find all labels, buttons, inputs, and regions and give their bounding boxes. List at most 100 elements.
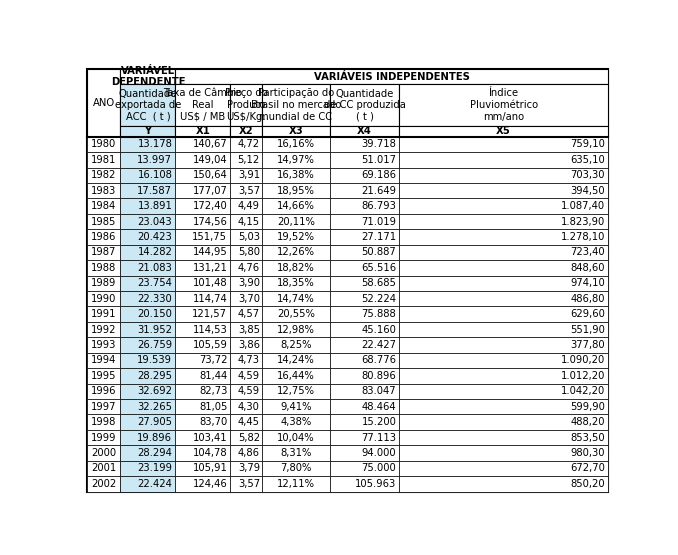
- Text: 51.017: 51.017: [361, 155, 397, 165]
- Bar: [330, 353, 399, 368]
- Bar: [176, 152, 231, 168]
- Text: 15.200: 15.200: [361, 417, 397, 427]
- Text: 16,44%: 16,44%: [277, 371, 315, 381]
- Text: 14,24%: 14,24%: [277, 355, 315, 365]
- Bar: [262, 322, 330, 337]
- Bar: [330, 430, 399, 445]
- Bar: [176, 415, 231, 430]
- Text: 82,73: 82,73: [199, 386, 227, 396]
- Bar: [87, 384, 121, 399]
- Text: 1992: 1992: [91, 325, 117, 335]
- Text: 23.754: 23.754: [138, 278, 172, 288]
- Bar: [176, 69, 608, 84]
- Bar: [121, 245, 176, 260]
- Bar: [176, 399, 231, 415]
- Bar: [399, 461, 608, 476]
- Text: 101,48: 101,48: [193, 278, 227, 288]
- Bar: [262, 353, 330, 368]
- Text: 14,66%: 14,66%: [277, 201, 315, 211]
- Text: 26.759: 26.759: [137, 340, 172, 350]
- Text: 1.090,20: 1.090,20: [561, 355, 605, 365]
- Bar: [262, 198, 330, 214]
- Bar: [330, 183, 399, 198]
- Text: 4,76: 4,76: [238, 263, 260, 273]
- Text: 4,15: 4,15: [238, 216, 260, 226]
- Text: 635,10: 635,10: [570, 155, 605, 165]
- Text: 980,30: 980,30: [570, 448, 605, 458]
- Text: 12,11%: 12,11%: [277, 479, 315, 489]
- Text: 16,16%: 16,16%: [277, 139, 315, 149]
- Bar: [399, 445, 608, 461]
- Bar: [399, 399, 608, 415]
- Bar: [262, 337, 330, 353]
- Text: 39.718: 39.718: [361, 139, 397, 149]
- Text: 73,72: 73,72: [199, 355, 227, 365]
- Bar: [121, 137, 176, 152]
- Bar: [330, 291, 399, 306]
- Text: 16.108: 16.108: [138, 170, 172, 180]
- Bar: [121, 152, 176, 168]
- Text: 1984: 1984: [91, 201, 117, 211]
- Bar: [121, 306, 176, 322]
- Text: 1987: 1987: [91, 248, 117, 258]
- Bar: [231, 445, 262, 461]
- Bar: [176, 229, 231, 245]
- Text: 8,31%: 8,31%: [280, 448, 312, 458]
- Bar: [330, 337, 399, 353]
- Bar: [176, 260, 231, 276]
- Text: 4,59: 4,59: [238, 386, 260, 396]
- Bar: [262, 183, 330, 198]
- Bar: [87, 353, 121, 368]
- Bar: [399, 152, 608, 168]
- Text: 2001: 2001: [91, 463, 117, 473]
- Bar: [121, 84, 176, 126]
- Text: 3,86: 3,86: [238, 340, 260, 350]
- Text: X2: X2: [239, 127, 254, 137]
- Bar: [330, 461, 399, 476]
- Text: 114,53: 114,53: [193, 325, 227, 335]
- Bar: [87, 229, 121, 245]
- Bar: [176, 353, 231, 368]
- Bar: [330, 276, 399, 291]
- Bar: [121, 430, 176, 445]
- Bar: [176, 84, 231, 126]
- Bar: [87, 137, 121, 152]
- Text: 4,49: 4,49: [238, 201, 260, 211]
- Bar: [176, 322, 231, 337]
- Bar: [121, 183, 176, 198]
- Bar: [262, 461, 330, 476]
- Text: 121,57: 121,57: [193, 309, 227, 319]
- Bar: [231, 276, 262, 291]
- Bar: [399, 384, 608, 399]
- Text: 1998: 1998: [91, 417, 117, 427]
- Text: 3,85: 3,85: [238, 325, 260, 335]
- Text: 19.896: 19.896: [138, 433, 172, 443]
- Bar: [231, 430, 262, 445]
- Bar: [330, 368, 399, 384]
- Bar: [176, 461, 231, 476]
- Text: 4,45: 4,45: [238, 417, 260, 427]
- Text: 629,60: 629,60: [570, 309, 605, 319]
- Bar: [399, 183, 608, 198]
- Bar: [399, 84, 608, 126]
- Bar: [399, 198, 608, 214]
- Text: 3,91: 3,91: [238, 170, 260, 180]
- Text: Participação do
Brasil no mercado
mundial de CC: Participação do Brasil no mercado mundia…: [251, 88, 341, 122]
- Bar: [87, 476, 121, 492]
- Bar: [330, 306, 399, 322]
- Text: 23.199: 23.199: [138, 463, 172, 473]
- Bar: [399, 337, 608, 353]
- Bar: [176, 476, 231, 492]
- Text: 94.000: 94.000: [361, 448, 397, 458]
- Bar: [399, 476, 608, 492]
- Text: 31.952: 31.952: [138, 325, 172, 335]
- Text: 377,80: 377,80: [570, 340, 605, 350]
- Text: 86.793: 86.793: [361, 201, 397, 211]
- Text: 140,67: 140,67: [193, 139, 227, 149]
- Text: 83.047: 83.047: [361, 386, 397, 396]
- Bar: [87, 337, 121, 353]
- Bar: [176, 214, 231, 229]
- Bar: [231, 84, 262, 126]
- Bar: [87, 69, 121, 137]
- Text: 13.997: 13.997: [138, 155, 172, 165]
